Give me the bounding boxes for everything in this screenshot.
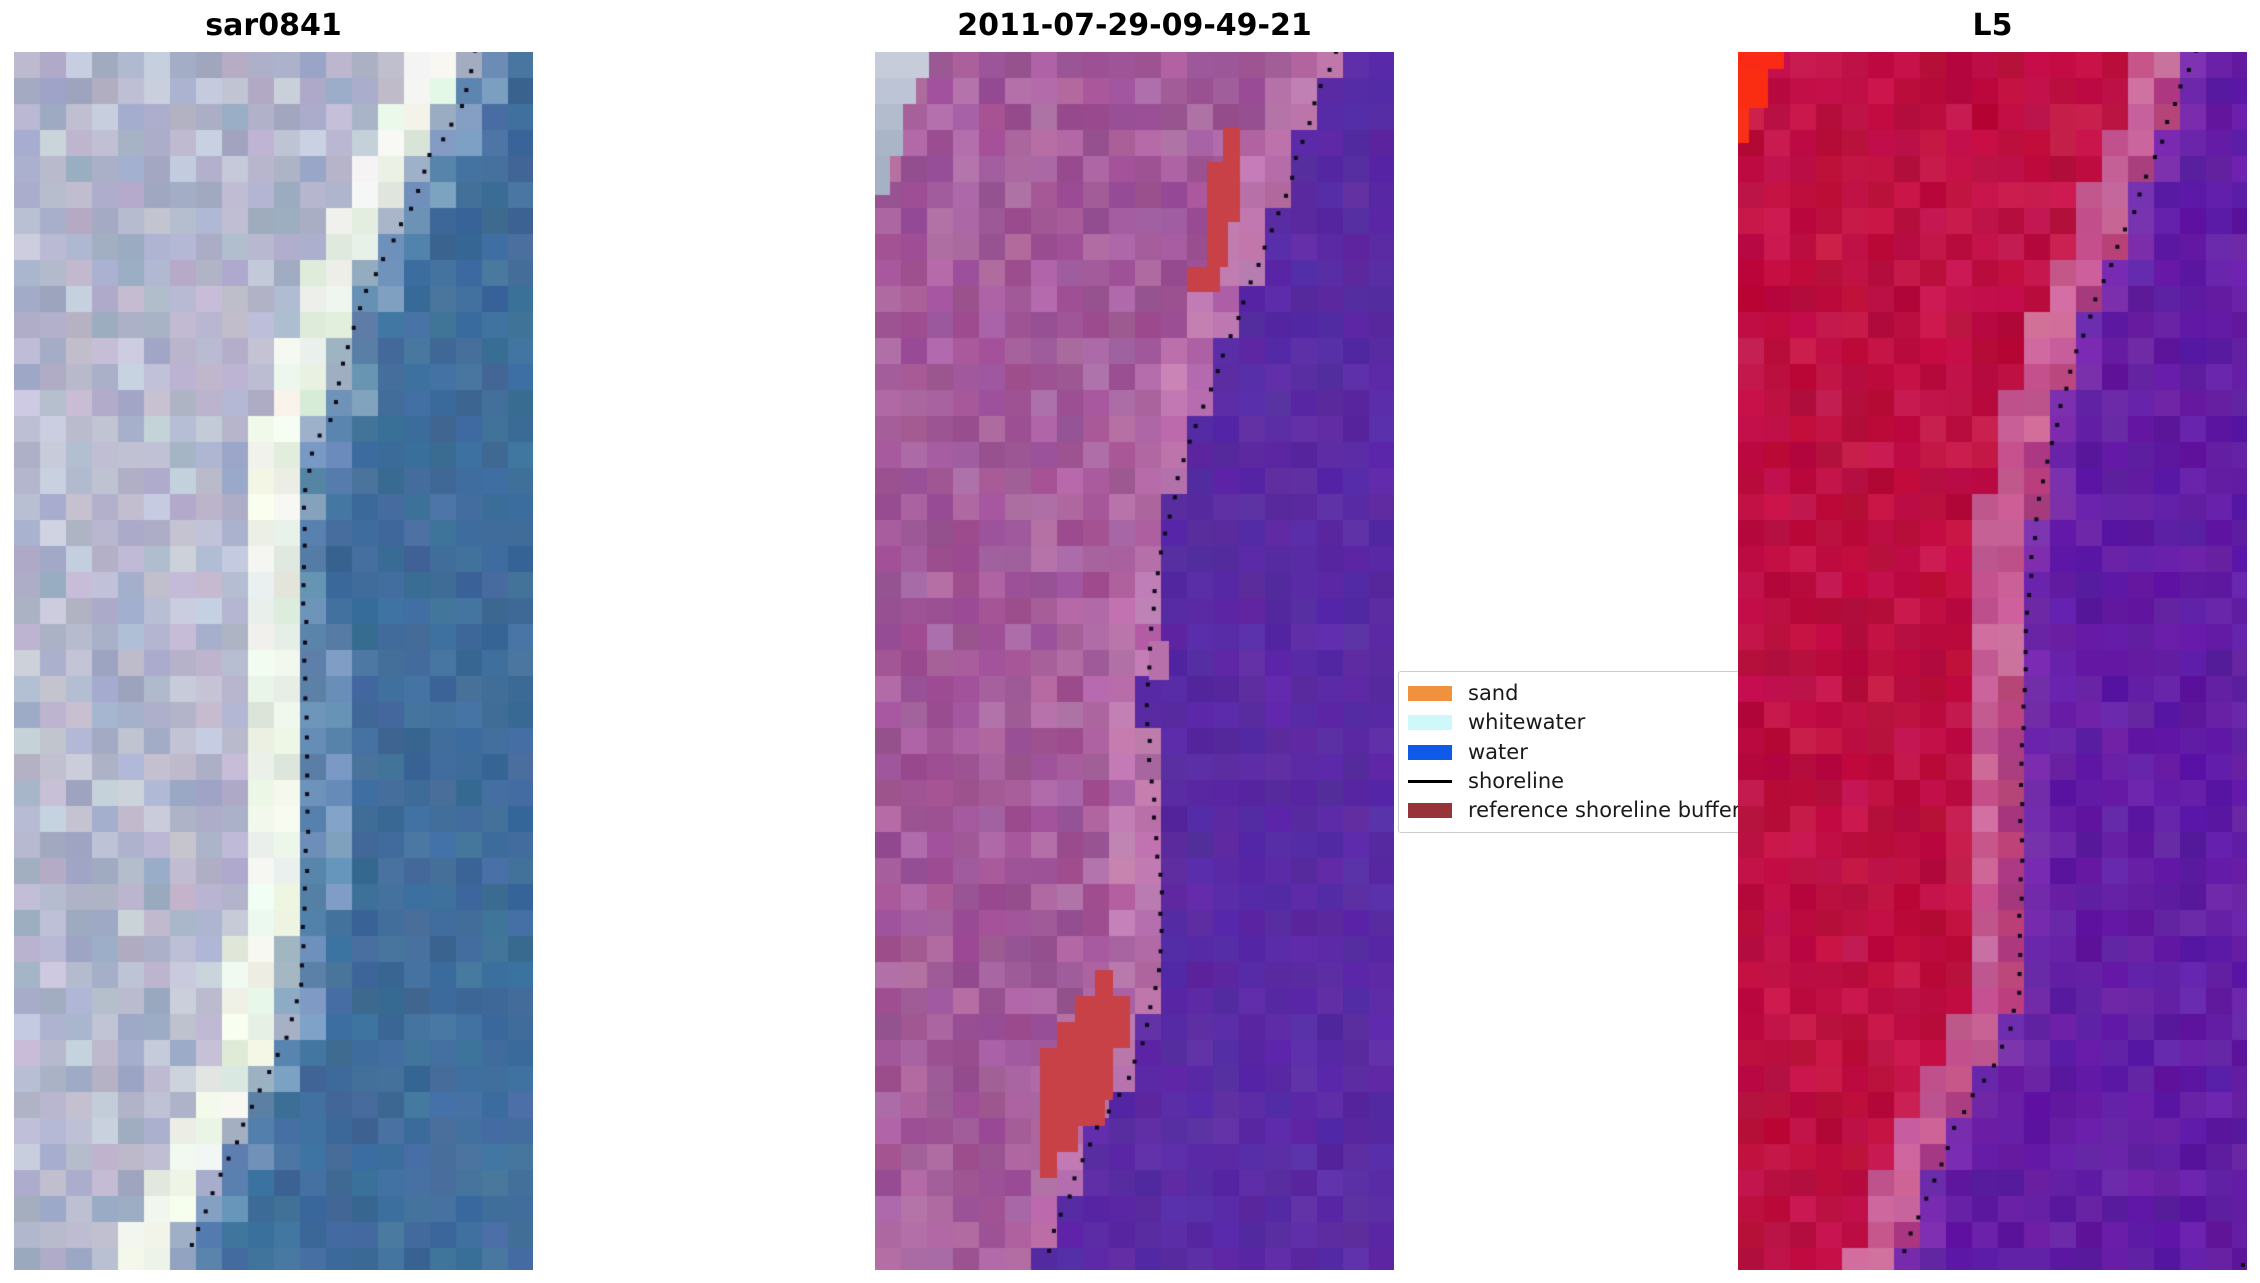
- water-swatch-icon: [1408, 744, 1452, 760]
- legend-item-shoreline: shoreline: [1408, 767, 1799, 796]
- legend-label-reference-buffer: reference shoreline buffer: [1468, 797, 1741, 822]
- panel-image-l5: [1738, 52, 2247, 1270]
- legend-label-sand: sand: [1468, 681, 1519, 706]
- legend-label-water: water: [1468, 739, 1528, 764]
- sand-swatch-icon: [1408, 686, 1452, 702]
- panel-title-sar0841: sar0841: [205, 7, 342, 43]
- panel-image-classified: [875, 52, 1394, 1270]
- legend-item-sand: sand: [1408, 679, 1799, 708]
- shoreline-line-icon: [1408, 779, 1452, 783]
- reference-buffer-swatch-icon: [1408, 802, 1452, 818]
- panel-title-date: 2011-07-29-09-49-21: [957, 7, 1312, 43]
- legend-item-water: water: [1408, 737, 1799, 766]
- panel-title-l5: L5: [1972, 7, 2013, 43]
- legend: sand whitewater water shoreline referenc…: [1398, 671, 1800, 833]
- legend-label-whitewater: whitewater: [1468, 710, 1586, 735]
- panel-image-sar0841: [14, 52, 533, 1270]
- legend-label-shoreline: shoreline: [1468, 768, 1565, 793]
- legend-item-reference-buffer: reference shoreline buffer: [1408, 796, 1799, 825]
- legend-item-whitewater: whitewater: [1408, 708, 1799, 737]
- whitewater-swatch-icon: [1408, 715, 1452, 731]
